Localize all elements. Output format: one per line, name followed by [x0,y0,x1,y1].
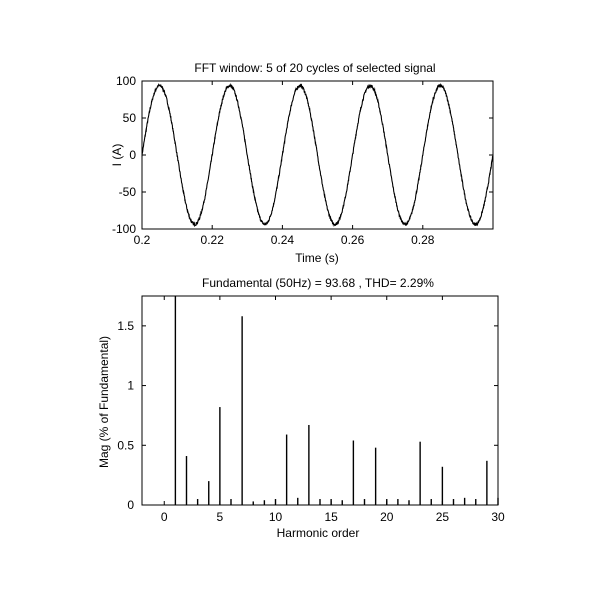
time-chart-title: FFT window: 5 of 20 cycles of selected s… [194,61,435,75]
spectrum-x-tick-label: 0 [161,510,168,524]
spectrum-plot-frame [141,295,499,506]
spectrum-x-tick-label: 20 [380,510,394,524]
spectrum-x-tick-label: 25 [436,510,450,524]
time-x-tick-label: 0.2 [134,233,151,247]
spectrum-y-tick-label: 1.5 [117,319,134,333]
spectrum-y-axis-label: Mag (% of Fundamental) [97,336,111,468]
time-x-tick-label: 0.28 [411,233,435,247]
time-signal-chart: FFT window: 5 of 20 cycles of selected s… [110,61,494,265]
spectrum-plot-area [142,296,498,505]
spectrum-x-tick-label: 15 [324,510,338,524]
time-y-tick-label: -50 [119,185,137,199]
spectrum-x-tick-label: 30 [491,510,505,524]
time-x-axis-label: Time (s) [295,251,339,265]
time-x-tick-label: 0.26 [341,233,365,247]
spectrum-x-axis-label: Harmonic order [277,526,360,540]
time-x-tick-label: 0.22 [201,233,225,247]
time-x-tick-label: 0.24 [271,233,295,247]
time-y-tick-label: 0 [129,148,136,162]
spectrum-x-axis-ticks: 0 5 10 15 20 25 30 [161,296,505,524]
spectrum-x-tick-label: 5 [217,510,224,524]
time-y-axis-ticks: -100 -50 0 50 100 [112,74,493,236]
time-y-tick-label: 100 [116,74,136,88]
time-x-axis-ticks: 0.2 0.22 0.24 0.26 0.28 [134,81,435,247]
time-y-tick-label: -100 [112,222,136,236]
time-y-axis-label: I (A) [110,144,124,167]
spectrum-chart-title: Fundamental (50Hz) = 93.68 , THD= 2.29% [202,276,434,290]
spectrum-y-axis-ticks: 0 0.5 1 1.5 [117,319,498,512]
spectrum-x-tick-label: 10 [269,510,283,524]
harmonic-spectrum-chart: Fundamental (50Hz) = 93.68 , THD= 2.29% … [97,276,505,540]
spectrum-y-tick-label: 0.5 [117,438,134,452]
time-y-tick-label: 50 [123,111,137,125]
spectrum-y-tick-label: 1 [127,379,134,393]
current-waveform-line [141,82,494,228]
spectrum-y-tick-label: 0 [127,498,134,512]
